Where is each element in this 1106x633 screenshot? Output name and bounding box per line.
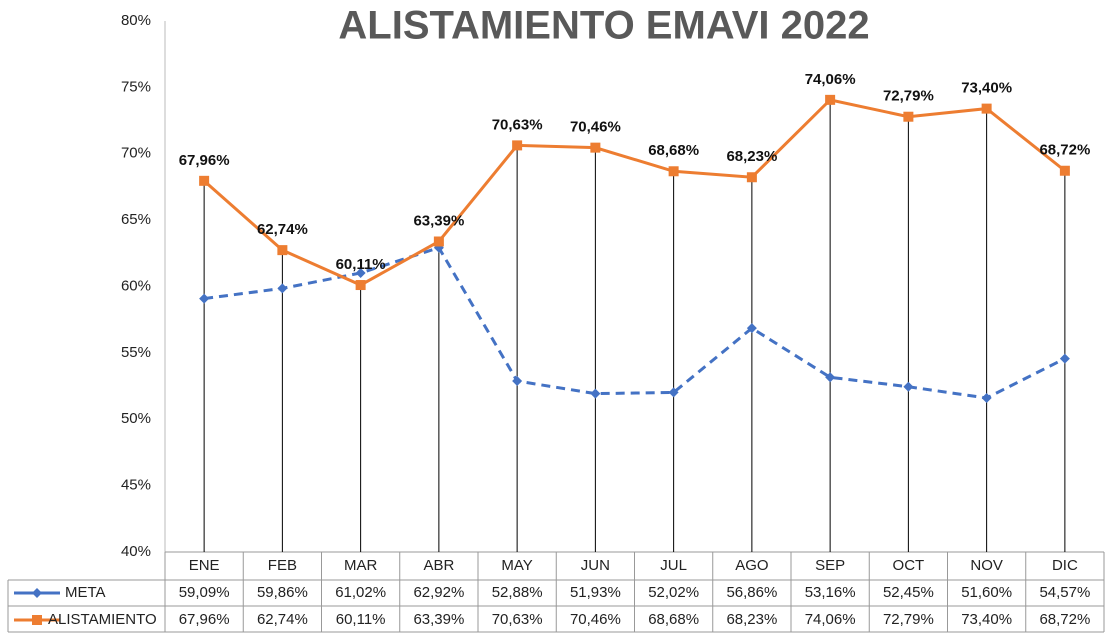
x-tick-label: AGO [735, 557, 768, 574]
point [590, 142, 601, 153]
x-tick-label: SEP [815, 557, 845, 574]
table-value: 70,63% [492, 611, 543, 628]
y-tick-label: 65% [121, 211, 151, 228]
point [981, 103, 992, 114]
point [746, 172, 757, 183]
chart-title: ALISTAMIENTO EMAVI 2022 [338, 4, 869, 48]
data-label: 70,63% [492, 116, 543, 133]
point [1059, 353, 1070, 364]
point [668, 387, 679, 398]
legend-marker [32, 588, 42, 598]
point [277, 245, 288, 256]
y-tick-label: 50% [121, 410, 151, 427]
table-value: 52,45% [883, 584, 934, 601]
y-tick-label: 80% [121, 12, 151, 29]
y-tick-label: 75% [121, 78, 151, 95]
point [199, 293, 210, 304]
point [199, 175, 210, 186]
table-value: 62,74% [257, 611, 308, 628]
data-label: 60,11% [336, 256, 386, 273]
point [668, 166, 679, 177]
point [355, 267, 366, 278]
data-label: 62,74% [257, 221, 308, 238]
x-tick-label: FEB [268, 557, 297, 574]
table-value: 52,02% [648, 584, 699, 601]
point [433, 236, 444, 247]
y-tick-label: 40% [121, 543, 151, 560]
table-value: 59,09% [179, 584, 230, 601]
data-label: 67,96% [179, 152, 230, 169]
table-value: 52,88% [492, 584, 543, 601]
table-value: 70,46% [570, 611, 621, 628]
table-value: 51,60% [961, 584, 1012, 601]
series-line [203, 98, 1066, 287]
legend-marker [32, 615, 42, 625]
table-value: 53,16% [805, 584, 856, 601]
x-tick-label: MAR [344, 557, 378, 574]
x-tick-label: DIC [1052, 557, 1078, 574]
data-label: 68,68% [648, 142, 699, 159]
point [825, 94, 836, 105]
data-label: 73,40% [961, 80, 1012, 97]
x-tick-label: NOV [970, 557, 1003, 574]
table-value: 61,02% [335, 584, 386, 601]
y-tick-label: 55% [121, 344, 151, 361]
table-value: 73,40% [961, 611, 1012, 628]
x-tick-label: JUN [581, 557, 610, 574]
data-label: 72,79% [883, 88, 934, 105]
x-tick-label: OCT [893, 557, 925, 574]
point [355, 280, 366, 291]
x-tick-label: ENE [189, 557, 220, 574]
point [903, 111, 914, 122]
table-value: 68,72% [1039, 611, 1090, 628]
table-value: 63,39% [413, 611, 464, 628]
y-tick-label: 60% [121, 277, 151, 294]
x-tick-label: JUL [660, 557, 687, 574]
table-value: 74,06% [805, 611, 856, 628]
series-line [203, 245, 1066, 400]
point [512, 376, 523, 387]
table-value: 56,86% [726, 584, 777, 601]
table-value: 72,79% [883, 611, 934, 628]
legend-label: ALISTAMIENTO [48, 611, 157, 628]
table-value: 60,11% [336, 611, 386, 628]
point [825, 372, 836, 383]
point [277, 283, 288, 294]
table-value: 59,86% [257, 584, 308, 601]
table-value: 51,93% [570, 584, 621, 601]
point [1059, 165, 1070, 176]
data-label: 68,72% [1039, 142, 1090, 159]
data-label: 74,06% [805, 71, 856, 88]
x-tick-label: ABR [423, 557, 454, 574]
table-value: 62,92% [413, 584, 464, 601]
legend-label: META [65, 584, 106, 601]
point [590, 388, 601, 399]
point [903, 381, 914, 392]
x-tick-label: MAY [501, 557, 532, 574]
y-tick-label: 45% [121, 477, 151, 494]
table-value: 68,23% [726, 611, 777, 628]
table-value: 54,57% [1039, 584, 1090, 601]
table-value: 68,68% [648, 611, 699, 628]
point [512, 140, 523, 151]
data-label: 70,46% [570, 119, 621, 136]
point [981, 393, 992, 404]
y-tick-label: 70% [121, 145, 151, 162]
data-label: 63,39% [413, 212, 464, 229]
table-value: 67,96% [179, 611, 230, 628]
data-label: 68,23% [726, 148, 777, 165]
point [746, 323, 757, 334]
